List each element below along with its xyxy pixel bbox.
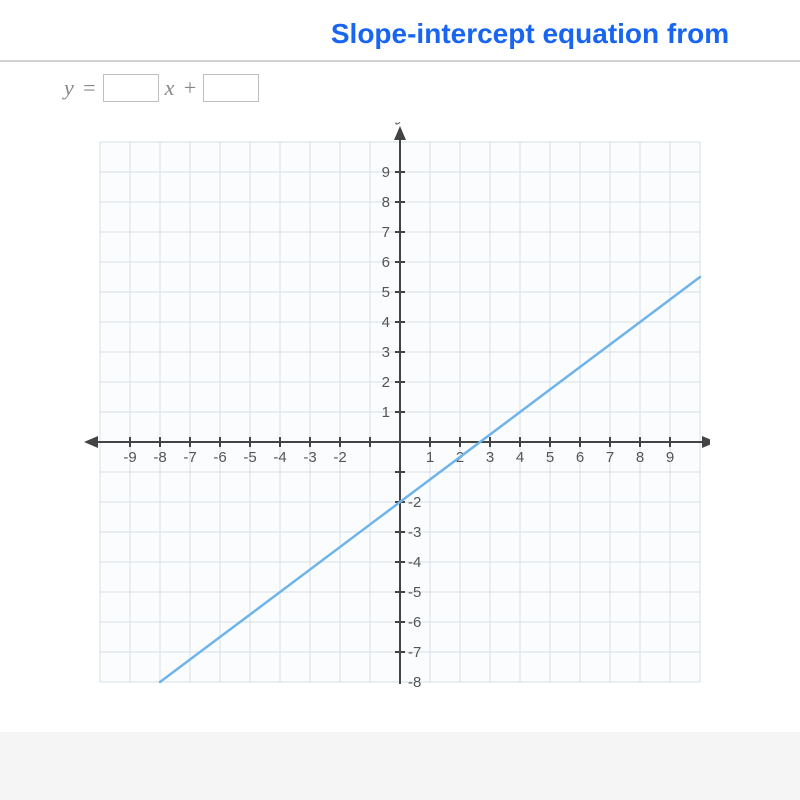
eq-plus: + — [182, 75, 197, 101]
svg-text:5: 5 — [382, 284, 390, 301]
svg-text:7: 7 — [606, 449, 614, 466]
svg-text:-7: -7 — [183, 449, 196, 466]
intercept-input[interactable] — [203, 74, 259, 102]
eq-y: y — [64, 75, 74, 101]
svg-text:-6: -6 — [213, 449, 226, 466]
svg-text:7: 7 — [382, 224, 390, 241]
svg-text:1: 1 — [426, 449, 434, 466]
svg-text:9: 9 — [666, 449, 674, 466]
svg-text:8: 8 — [382, 194, 390, 211]
svg-text:1: 1 — [382, 404, 390, 421]
svg-text:6: 6 — [576, 449, 584, 466]
svg-text:-4: -4 — [408, 554, 421, 571]
svg-text:3: 3 — [486, 449, 494, 466]
svg-text:-5: -5 — [408, 584, 421, 601]
svg-text:9: 9 — [382, 164, 390, 181]
svg-text:4: 4 — [382, 314, 390, 331]
page-title: Slope-intercept equation from — [331, 18, 729, 49]
eq-x: x — [165, 75, 175, 101]
svg-text:5: 5 — [546, 449, 554, 466]
svg-text:-2: -2 — [333, 449, 346, 466]
svg-text:3: 3 — [382, 344, 390, 361]
eq-equals: = — [82, 75, 97, 101]
svg-text:-5: -5 — [243, 449, 256, 466]
equation-input-row: y = x + — [60, 74, 760, 102]
svg-text:4: 4 — [516, 449, 524, 466]
svg-text:-2: -2 — [408, 494, 421, 511]
slope-input[interactable] — [103, 74, 159, 102]
svg-text:-6: -6 — [408, 614, 421, 631]
svg-text:-9: -9 — [123, 449, 136, 466]
svg-text:-8: -8 — [408, 674, 421, 691]
svg-text:-4: -4 — [273, 449, 286, 466]
svg-text:-8: -8 — [153, 449, 166, 466]
svg-text:6: 6 — [382, 254, 390, 271]
svg-text:-7: -7 — [408, 644, 421, 661]
coordinate-graph: -9-8-7-6-5-4-3-2123456789123456789-2-3-4… — [70, 122, 710, 712]
svg-text:2: 2 — [382, 374, 390, 391]
svg-text:-3: -3 — [303, 449, 316, 466]
svg-text:8: 8 — [636, 449, 644, 466]
svg-text:y: y — [395, 122, 407, 125]
svg-text:-3: -3 — [408, 524, 421, 541]
